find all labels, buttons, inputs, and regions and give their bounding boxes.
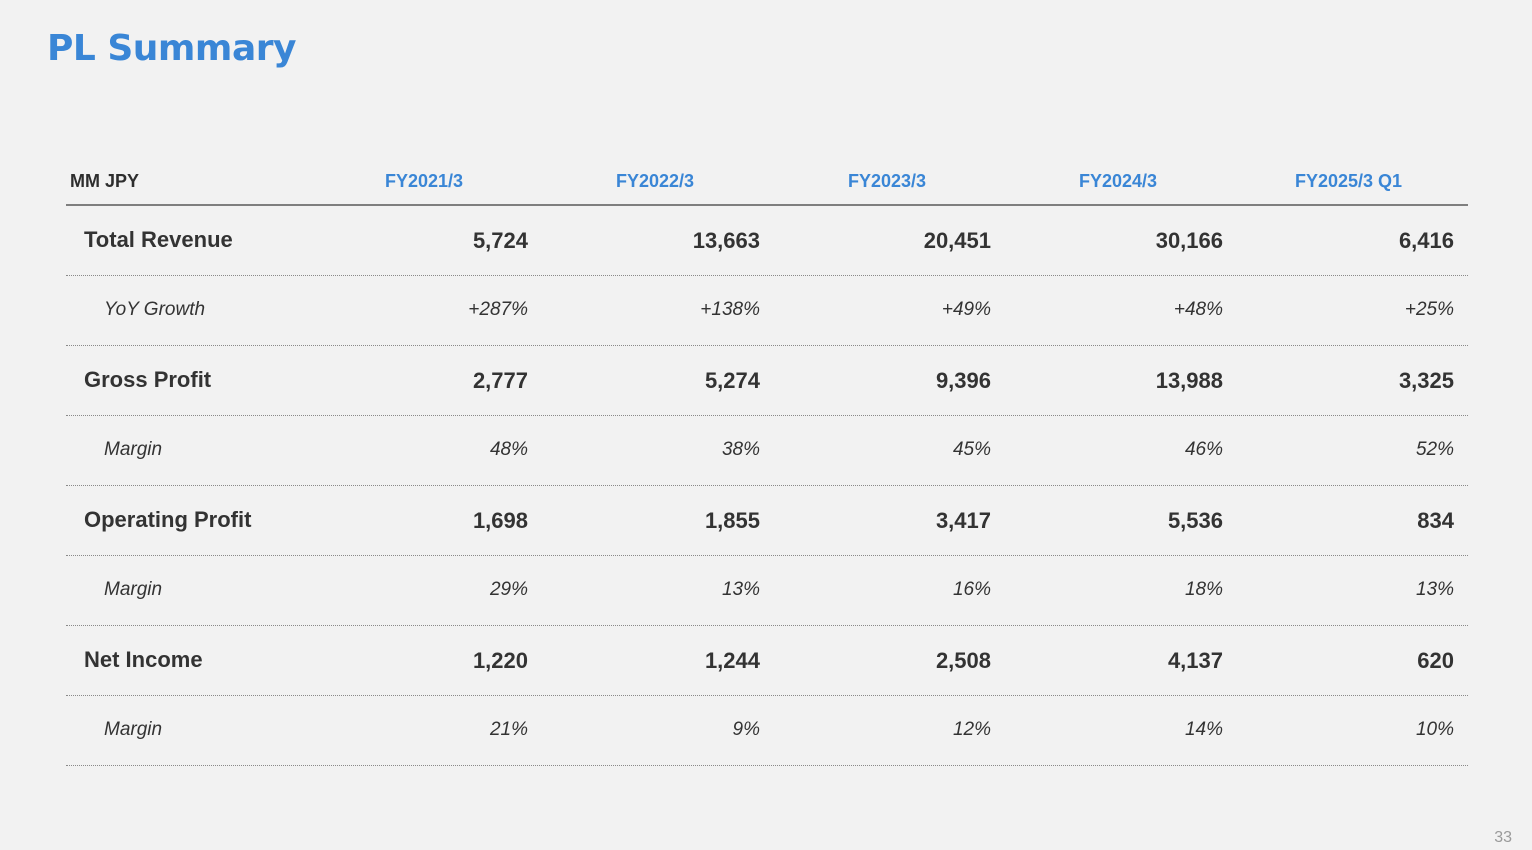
- table-cell: 1,244: [704, 648, 760, 673]
- table-cell: 2,508: [935, 648, 991, 673]
- table-cell: 2,777: [472, 368, 528, 393]
- table-cell: 834: [1417, 508, 1454, 533]
- table-cell: 13,988: [1155, 368, 1223, 393]
- table-cell: 13%: [721, 579, 760, 600]
- table-row-net-margin: Margin 21% 9% 12% 14% 10%: [66, 696, 1468, 766]
- table-cell: 9%: [732, 719, 760, 740]
- table-cell: 4,137: [1167, 648, 1223, 673]
- table-cell: 13,663: [692, 228, 760, 253]
- table-cell: 3,325: [1398, 368, 1454, 393]
- table-cell: +25%: [1404, 299, 1454, 320]
- table-cell: 10%: [1415, 719, 1454, 740]
- table-cell: 13%: [1415, 579, 1454, 600]
- page-title: PL Summary: [47, 28, 296, 69]
- column-header-fy2023: FY2023/3: [848, 171, 927, 191]
- table-cell: 6,416: [1398, 228, 1454, 253]
- table-cell: 16%: [952, 579, 991, 600]
- table-cell: 14%: [1184, 719, 1223, 740]
- table-cell: 29%: [489, 579, 528, 600]
- table-cell: 46%: [1184, 439, 1223, 460]
- table-row-gross-profit: Gross Profit 2,777 5,274 9,396 13,988 3,…: [66, 346, 1468, 416]
- table-cell: +49%: [941, 299, 991, 320]
- table-cell: 5,536: [1167, 508, 1223, 533]
- table-cell: 1,855: [704, 508, 760, 533]
- row-label: Margin: [104, 579, 163, 600]
- table-header-row: MM JPY FY2021/3 FY2022/3 FY2023/3 FY2024…: [66, 160, 1468, 206]
- table-row-operating-margin: Margin 29% 13% 16% 18% 13%: [66, 556, 1468, 626]
- pl-summary-table: MM JPY FY2021/3 FY2022/3 FY2023/3 FY2024…: [66, 160, 1468, 766]
- row-label: Gross Profit: [84, 367, 212, 392]
- table-cell: 30,166: [1155, 228, 1223, 253]
- table-cell: 38%: [721, 439, 760, 460]
- table-cell: 9,396: [935, 368, 991, 393]
- row-label: Net Income: [84, 647, 203, 672]
- table-cell: +138%: [700, 299, 760, 320]
- table-cell: 1,220: [472, 648, 528, 673]
- table-row-net-income: Net Income 1,220 1,244 2,508 4,137 620: [66, 626, 1468, 696]
- row-label: Total Revenue: [84, 227, 233, 252]
- table-cell: 12%: [952, 719, 991, 740]
- row-label: Operating Profit: [84, 507, 252, 532]
- column-header-fy2021: FY2021/3: [385, 171, 464, 191]
- table-cell: +287%: [468, 299, 528, 320]
- column-header-fy2024: FY2024/3: [1079, 171, 1158, 191]
- table-cell: 3,417: [935, 508, 991, 533]
- row-label: Margin: [104, 719, 163, 740]
- table-cell: 20,451: [923, 228, 991, 253]
- table-cell: 45%: [952, 439, 991, 460]
- row-label: YoY Growth: [104, 299, 206, 320]
- table-row-total-revenue: Total Revenue 5,724 13,663 20,451 30,166…: [66, 206, 1468, 276]
- table-cell: 5,724: [472, 228, 528, 253]
- table-cell: 620: [1417, 648, 1454, 673]
- page-number: 33: [1494, 829, 1512, 846]
- table-cell: 5,274: [704, 368, 760, 393]
- unit-label: MM JPY: [70, 171, 140, 191]
- table-cell: 48%: [489, 439, 528, 460]
- table-row-operating-profit: Operating Profit 1,698 1,855 3,417 5,536…: [66, 486, 1468, 556]
- table-row-gross-margin: Margin 48% 38% 45% 46% 52%: [66, 416, 1468, 486]
- column-header-fy2022: FY2022/3: [616, 171, 695, 191]
- column-header-fy2025-q1: FY2025/3 Q1: [1295, 171, 1403, 191]
- table-cell: 1,698: [472, 508, 528, 533]
- table-cell: 18%: [1184, 579, 1223, 600]
- table-row-yoy-growth: YoY Growth +287% +138% +49% +48% +25%: [66, 276, 1468, 346]
- table-cell: 52%: [1415, 439, 1454, 460]
- row-label: Margin: [104, 439, 163, 460]
- table-cell: 21%: [489, 719, 528, 740]
- table-cell: +48%: [1173, 299, 1223, 320]
